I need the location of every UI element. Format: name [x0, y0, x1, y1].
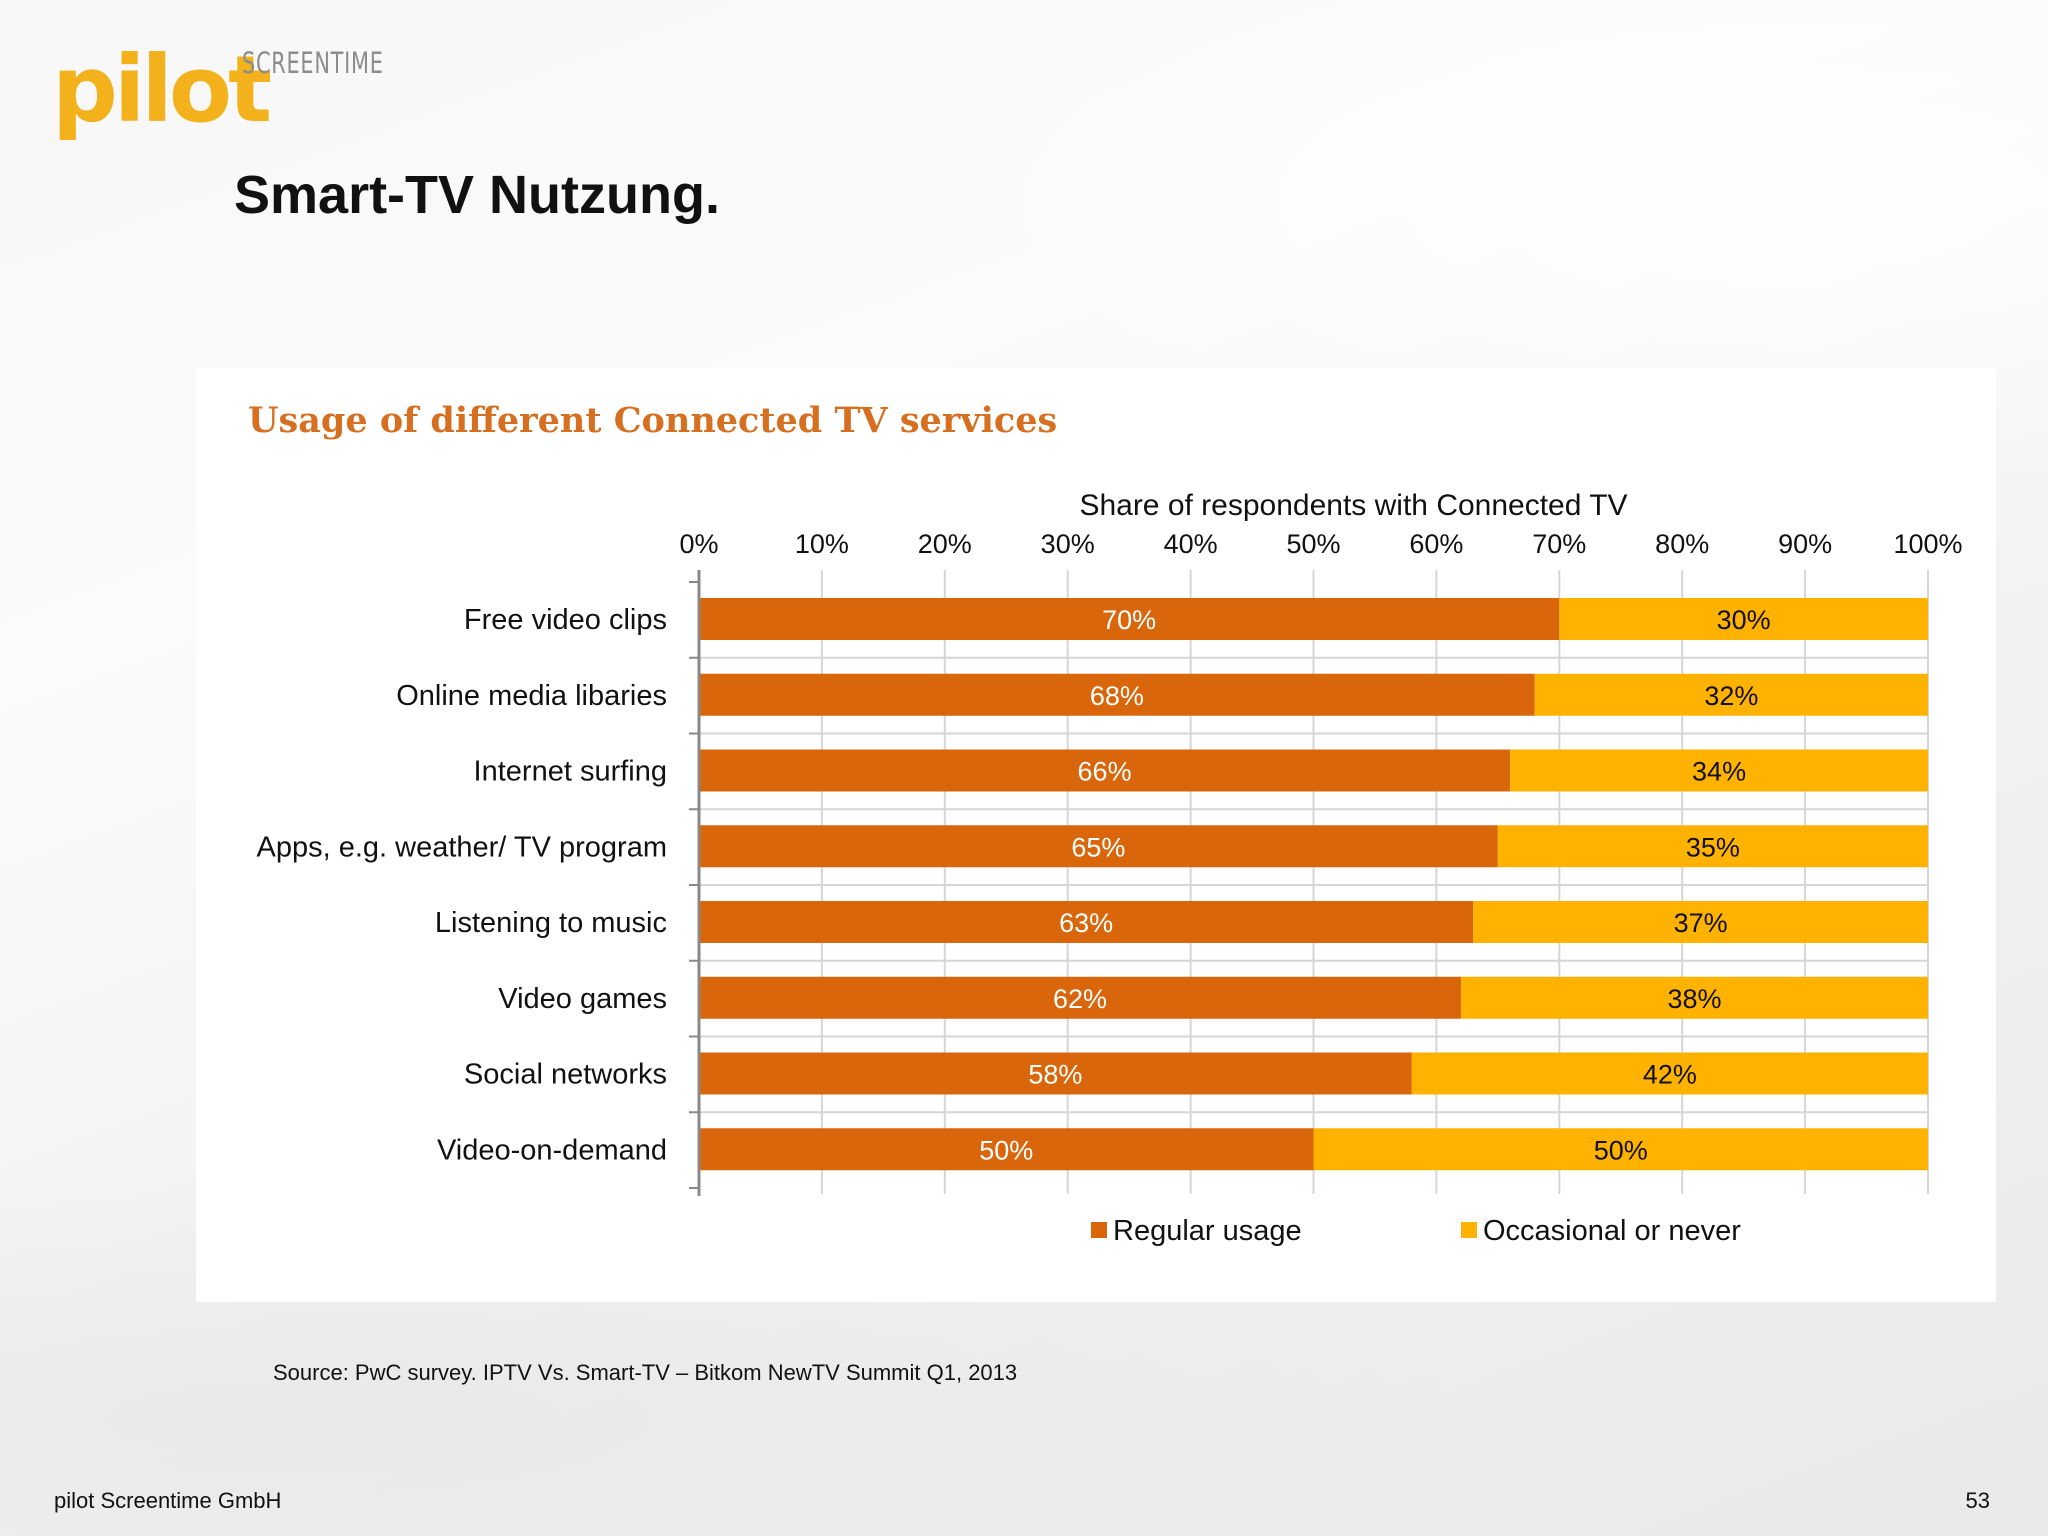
x-tick-label: 10% [795, 529, 849, 559]
stacked-bar-chart: Share of respondents with Connected TV 0%… [256, 489, 1962, 1247]
data-label: 38% [1667, 984, 1721, 1014]
bar-segment [699, 598, 1560, 640]
legend-label: Occasional or never [1483, 1215, 1741, 1247]
bar-segment [1497, 825, 1928, 868]
x-tick-label: 80% [1655, 529, 1709, 559]
logo-subtitle: SCREENTIME [242, 46, 384, 80]
bar-segment [699, 749, 1511, 792]
chart-title: Usage of different Connected TV services [248, 400, 1058, 441]
x-tick-label: 40% [1164, 529, 1218, 559]
data-label: 35% [1686, 832, 1740, 862]
bar-segment [699, 825, 1498, 868]
data-label: 50% [1594, 1135, 1648, 1165]
bar-segment [1313, 1128, 1928, 1171]
data-label: 65% [1071, 832, 1125, 862]
data-label: 58% [1028, 1060, 1082, 1090]
category-label: Video-on-demand [437, 1134, 667, 1166]
footer-company: pilot Screentime GmbH [54, 1488, 282, 1513]
x-tick-label: 50% [1286, 529, 1340, 559]
slide-title: Smart-TV Nutzung. [234, 165, 720, 225]
bar-segment [1411, 1052, 1928, 1095]
bar-segment [699, 673, 1535, 716]
pilot-logo: pilot SCREENTIME [52, 40, 392, 150]
category-label: Social networks [464, 1059, 667, 1091]
category-label: Video games [498, 983, 667, 1015]
bar-segment [699, 901, 1474, 943]
category-label: Free video clips [464, 604, 667, 636]
data-label: 68% [1090, 681, 1144, 711]
data-label: 30% [1717, 605, 1771, 635]
x-tick-label: 30% [1041, 529, 1095, 559]
bar-segment [1534, 673, 1928, 716]
category-label: Listening to music [435, 907, 667, 939]
legend-swatch [1461, 1222, 1477, 1238]
legend-label: Regular usage [1113, 1215, 1302, 1247]
data-label: 63% [1059, 908, 1113, 938]
data-label: 50% [979, 1135, 1033, 1165]
logo-wordmark: pilot [52, 36, 272, 143]
legend-swatch [1091, 1222, 1107, 1238]
x-tick-label: 20% [918, 529, 972, 559]
bar-segment [699, 1128, 1314, 1171]
x-tick-label: 60% [1409, 529, 1463, 559]
x-tick-label: 100% [1893, 529, 1962, 559]
page-number: 53 [1965, 1488, 1990, 1513]
data-label: 62% [1053, 984, 1107, 1014]
data-label: 70% [1102, 605, 1156, 635]
x-tick-label: 70% [1532, 529, 1586, 559]
bar-segment [1473, 901, 1928, 943]
data-label: 34% [1692, 757, 1746, 787]
bar-segment [1559, 598, 1928, 640]
x-tick-label: 90% [1778, 529, 1832, 559]
x-tick-label: 0% [679, 529, 718, 559]
category-label: Apps, e.g. weather/ TV program [256, 831, 667, 863]
bar-segment [699, 976, 1461, 1019]
x-axis-label: Share of respondents with Connected TV [1079, 489, 1627, 522]
data-label: 66% [1078, 757, 1132, 787]
category-label: Internet surfing [474, 756, 667, 788]
bar-segment [1510, 749, 1928, 792]
data-label: 37% [1674, 908, 1728, 938]
bar-segment [699, 1052, 1412, 1095]
data-label: 42% [1643, 1060, 1697, 1090]
source-note: Source: PwC survey. IPTV Vs. Smart-TV – … [273, 1360, 1018, 1385]
data-label: 32% [1704, 681, 1758, 711]
chart-panel: Usage of different Connected TV services… [196, 368, 1996, 1302]
bar-segment [1460, 976, 1928, 1019]
category-label: Online media libaries [396, 680, 667, 712]
